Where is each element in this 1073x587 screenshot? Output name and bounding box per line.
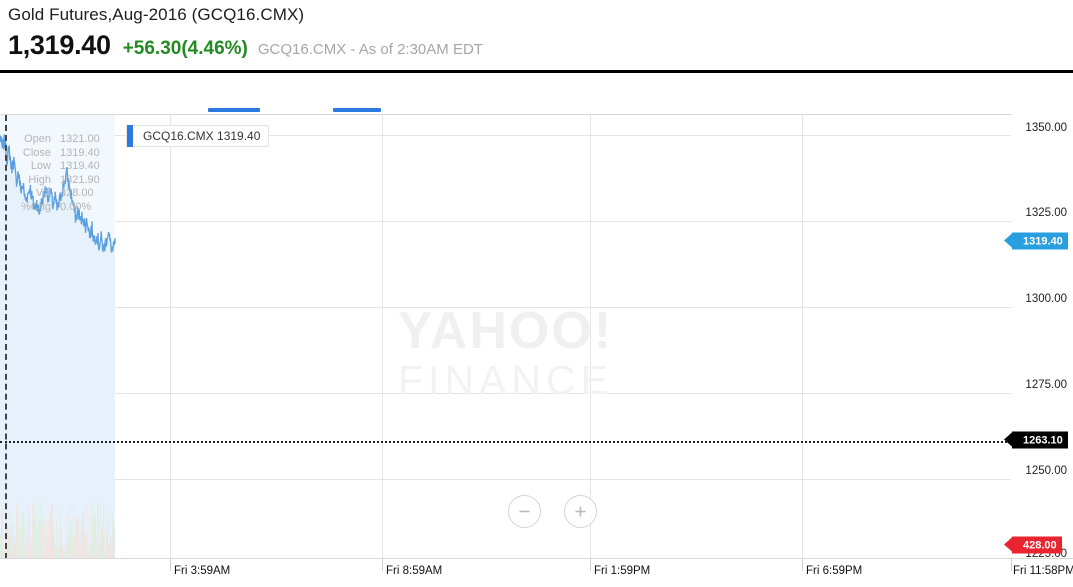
gridline-horizontal — [0, 135, 1011, 136]
x-axis-tick: Fri 8:59AM — [386, 565, 443, 577]
ohlc-row-high: High 1321.90 — [12, 174, 124, 188]
current-price-badge: 1319.40 — [1004, 232, 1068, 250]
price-chart[interactable]: YAHOO! FINANCE Open 1321.0 — [0, 114, 1073, 558]
previous-close-line — [0, 441, 1011, 443]
gridline-horizontal — [0, 479, 1011, 480]
plus-icon — [575, 506, 586, 517]
previous-close-badge-label: 1263.10 — [1023, 434, 1063, 446]
series-color-swatch — [127, 125, 133, 147]
as-of-timestamp: GCQ16.CMX - As of 2:30AM EDT — [257, 41, 483, 58]
quote-header: Gold Futures,Aug-2016 (GCQ16.CMX) 1,319.… — [0, 0, 1073, 73]
previous-close-badge: 1263.10 — [1004, 431, 1068, 449]
badge-pointer — [1004, 431, 1013, 448]
x-axis-tick: Fri 11:58PM — [1013, 565, 1073, 577]
price-change: +56.30(4.46%) — [122, 38, 248, 59]
ohlc-label-low: Low — [30, 160, 51, 173]
badge-pointer — [1004, 232, 1013, 249]
y-axis-tick: 1325.00 — [1025, 207, 1067, 219]
header-divider — [0, 70, 1073, 73]
crosshair-vertical — [5, 115, 7, 558]
gridline-vertical — [382, 115, 383, 558]
page-title: Gold Futures,Aug-2016 (GCQ16.CMX) — [8, 5, 305, 24]
x-axis-separator — [802, 559, 803, 571]
volume-badge: 428.00 — [1004, 536, 1062, 554]
current-price-badge-label: 1319.40 — [1023, 235, 1063, 247]
ohlc-row-pct-change: %Chg 0.00% — [12, 201, 124, 215]
series-tooltip: GCQ16.CMX 1319.40 — [126, 125, 270, 147]
gridline-horizontal — [0, 393, 1011, 394]
gridline-vertical — [802, 115, 803, 558]
x-axis-separator — [1011, 559, 1012, 571]
zoom-out-button[interactable] — [508, 495, 541, 528]
zoom-controls — [508, 495, 597, 528]
y-axis-tick: 1275.00 — [1025, 379, 1067, 391]
x-axis-tick: Fri 3:59AM — [174, 565, 231, 577]
series-tooltip-label: GCQ16.CMX 1319.40 — [143, 129, 261, 143]
quote-summary: 1,319.40 +56.30(4.46%) GCQ16.CMX - As of… — [8, 30, 483, 61]
gridline-vertical — [170, 115, 171, 558]
ohlc-row-low: Low 1319.40 — [12, 160, 124, 174]
y-axis-tick: 1350.00 — [1025, 122, 1067, 134]
plot-area[interactable]: YAHOO! FINANCE Open 1321.0 — [0, 115, 1011, 558]
last-price: 1,319.40 — [8, 30, 111, 60]
minus-icon — [519, 510, 530, 513]
ohlc-value-low: 1319.40 — [60, 160, 100, 173]
gridline-horizontal — [0, 307, 1011, 308]
zoom-in-button[interactable] — [564, 495, 597, 528]
ohlc-row-close: Close 1319.40 — [12, 147, 124, 161]
ohlc-value-high: 1321.90 — [60, 173, 100, 186]
ohlc-row-volume: Vol 428.00 — [12, 187, 124, 201]
ohlc-value-pct-change: 0.00% — [60, 200, 92, 213]
price-axis[interactable]: 1350.00 1325.00 1300.00 1275.00 1250.00 … — [1004, 114, 1073, 560]
gridline-horizontal — [0, 221, 1011, 222]
volume-badge-label: 428.00 — [1023, 539, 1057, 551]
ohlc-label-close: Close — [22, 146, 51, 159]
x-axis-separator — [382, 559, 383, 571]
ohlc-label-open: Open — [24, 133, 51, 145]
x-axis-tick: Fri 1:59PM — [594, 565, 651, 577]
ohlc-value-volume: 428.00 — [60, 187, 94, 200]
x-axis-separator — [170, 559, 171, 571]
gridline-vertical — [590, 115, 591, 558]
ohlc-label-high: High — [28, 173, 51, 186]
ohlc-label-pct-change: %Chg — [21, 200, 51, 213]
tab-indicator-1[interactable] — [208, 108, 260, 112]
time-axis[interactable]: Fri 3:59AM Fri 8:59AM Fri 1:59PM Fri 6:5… — [0, 558, 1073, 587]
tab-indicator-2[interactable] — [333, 108, 381, 112]
ohlc-value-close: 1319.40 — [60, 146, 100, 159]
ohlc-info-panel: Open 1321.00 Close 1319.40 Low 1319.40 H… — [12, 133, 124, 215]
x-axis-tick: Fri 6:59PM — [806, 565, 863, 577]
y-axis-tick: 1250.00 — [1025, 465, 1067, 477]
x-axis-separator — [590, 559, 591, 571]
ohlc-value-open: 1321.00 — [60, 133, 100, 145]
price-series — [0, 115, 116, 558]
ohlc-label-volume: Vol — [35, 187, 51, 200]
chart-toolbar — [0, 73, 1073, 182]
y-axis-tick: 1300.00 — [1025, 293, 1067, 305]
badge-pointer — [1004, 536, 1013, 553]
ohlc-row-open: Open 1321.00 — [12, 133, 124, 147]
